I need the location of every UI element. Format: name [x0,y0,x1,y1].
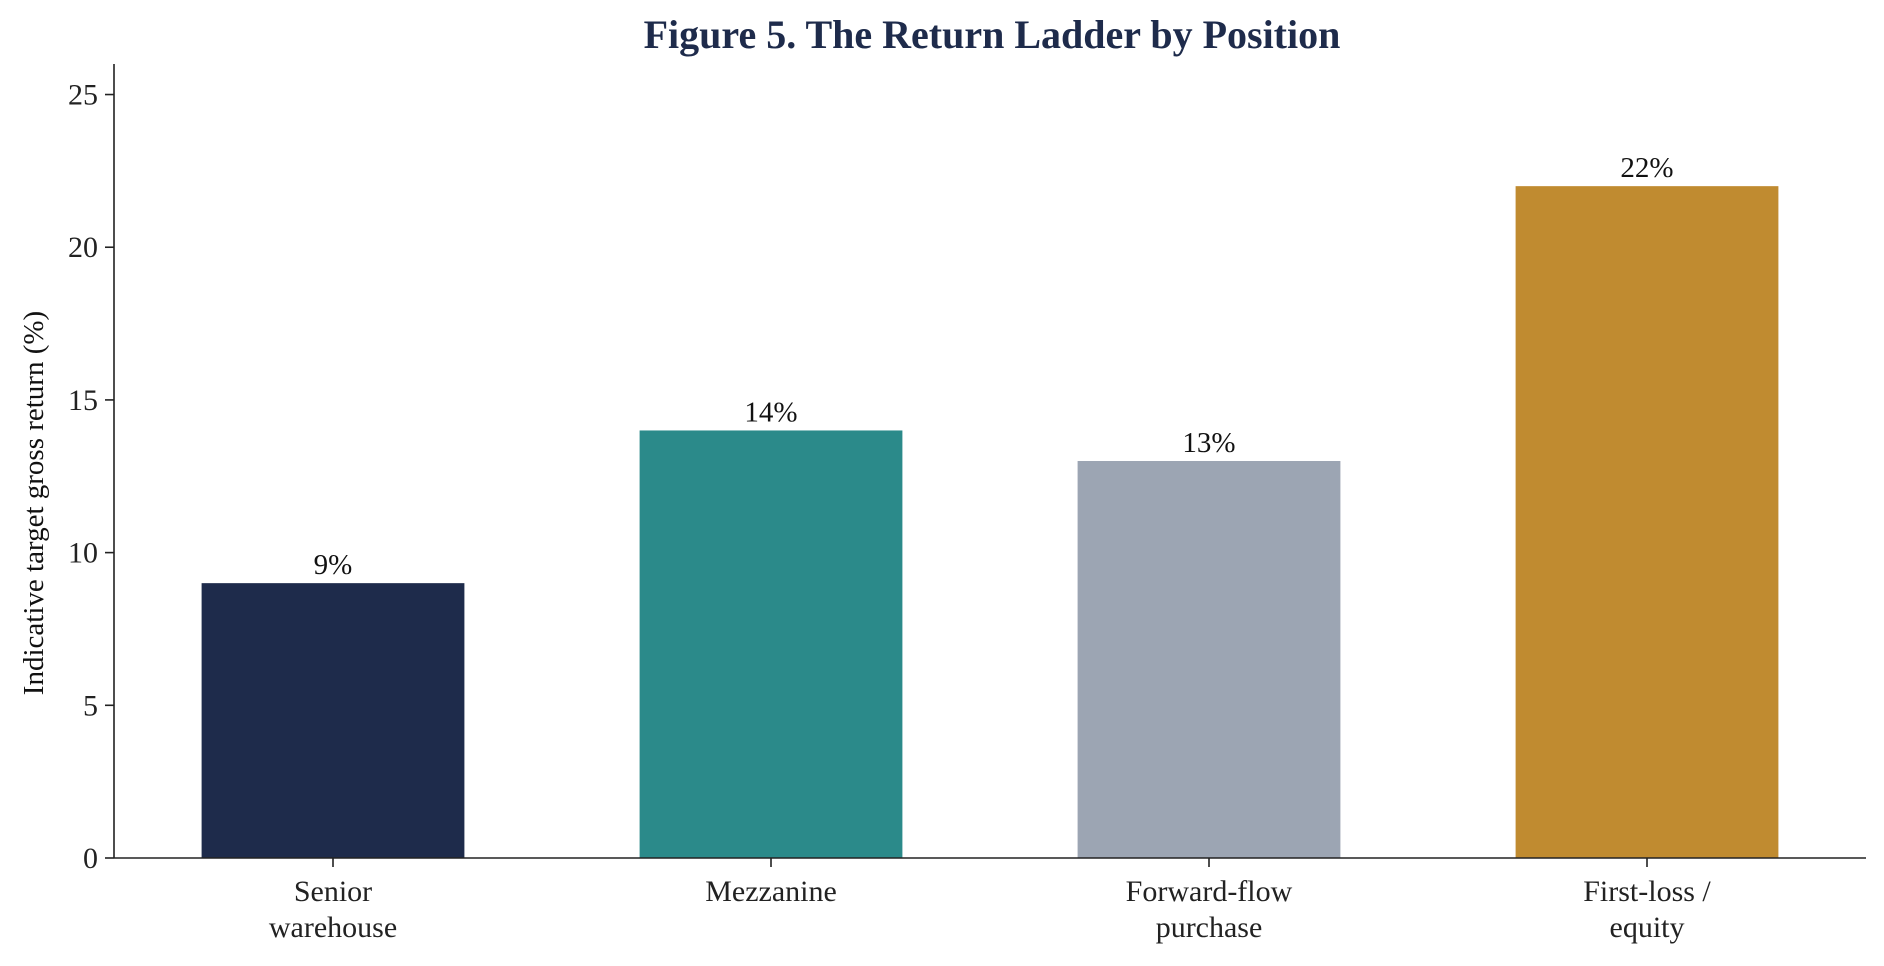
x-tick-label-line: Senior [294,875,372,908]
x-tick-label: First-loss / equity [1583,875,1711,944]
bar-value-label: 13% [1182,427,1235,459]
y-tick-label: 5 [83,689,98,722]
bar-value-label: 22% [1620,152,1673,184]
x-tick-label: Senior warehouse [269,875,397,944]
x-tick-label-line: Forward-flow [1126,875,1293,908]
y-axis-ticks: 0 5 10 15 20 25 [68,79,114,875]
bar [1515,186,1779,859]
x-tick-label-line: warehouse [269,911,397,944]
x-tick-label: Forward-flow purchase [1126,875,1293,944]
y-tick-label: 20 [68,231,98,264]
x-tick-label-line: equity [1610,911,1685,944]
chart-title: Figure 5. The Return Ladder by Position [644,12,1341,57]
y-axis-label: Indicative target gross return (%) [18,311,50,695]
y-tick-label: 25 [68,79,98,112]
bar-value-label: 9% [314,549,353,581]
bar [201,583,465,858]
y-tick-label: 10 [68,537,98,570]
y-tick-label: 0 [83,842,98,875]
x-axis-ticks: Senior warehouse Mezzanine Forward-flow purc… [269,858,1711,944]
x-tick-label-line: Mezzanine [705,875,837,908]
bar [639,430,903,858]
x-tick-label: Mezzanine [705,875,837,908]
bars: 9% 14% 13% 22% [201,152,1779,859]
x-tick-label-line: First-loss / [1583,875,1711,908]
x-tick-label-line: purchase [1156,911,1263,944]
bar [1077,461,1341,858]
bar-value-label: 14% [744,396,797,428]
y-tick-label: 15 [68,384,98,417]
